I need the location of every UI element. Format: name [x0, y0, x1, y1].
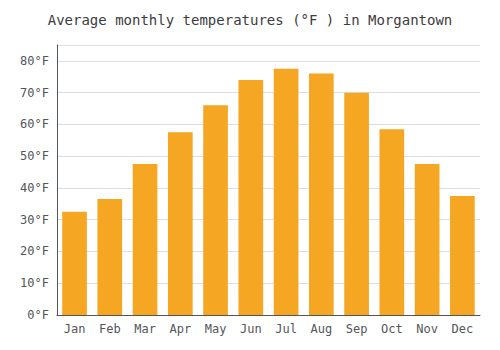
svg-text:Feb: Feb — [99, 322, 121, 336]
svg-text:10°F: 10°F — [20, 276, 49, 290]
svg-text:May: May — [205, 322, 227, 336]
svg-text:Dec: Dec — [452, 322, 474, 336]
svg-text:20°F: 20°F — [20, 244, 49, 258]
svg-text:Sep: Sep — [346, 322, 368, 336]
svg-text:0°F: 0°F — [27, 308, 49, 322]
svg-text:Aug: Aug — [310, 322, 332, 336]
svg-text:Oct: Oct — [381, 322, 403, 336]
svg-text:Apr: Apr — [169, 322, 191, 336]
svg-text:Average monthly temperatures (: Average monthly temperatures (°F ) in Mo… — [48, 12, 453, 28]
svg-text:30°F: 30°F — [20, 213, 49, 227]
svg-text:50°F: 50°F — [20, 149, 49, 163]
svg-text:Jun: Jun — [240, 322, 262, 336]
svg-text:Jan: Jan — [64, 322, 86, 336]
svg-text:40°F: 40°F — [20, 181, 49, 195]
svg-text:Nov: Nov — [416, 322, 438, 336]
svg-text:70°F: 70°F — [20, 86, 49, 100]
svg-text:Mar: Mar — [134, 322, 156, 336]
svg-text:Jul: Jul — [275, 322, 297, 336]
svg-text:60°F: 60°F — [20, 117, 49, 131]
svg-text:80°F: 80°F — [20, 54, 49, 68]
